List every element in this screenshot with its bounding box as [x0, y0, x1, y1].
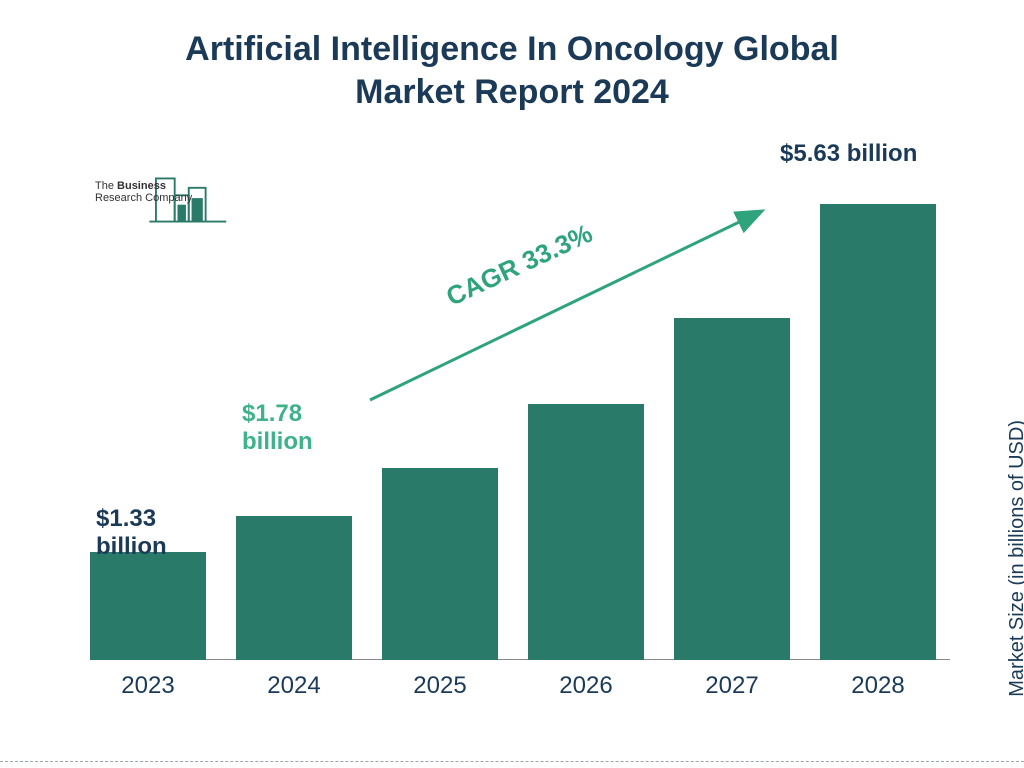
- bar-data-label: $5.63 billion: [780, 140, 917, 168]
- x-axis-label: 2023: [121, 672, 174, 700]
- x-axis-label: 2026: [559, 672, 612, 700]
- bar-data-label: $1.78billion: [242, 400, 313, 455]
- bar: [528, 404, 644, 660]
- title-line-1: Artificial Intelligence In Oncology Glob…: [185, 30, 839, 68]
- bar: [90, 552, 206, 660]
- bar-data-label: $1.33billion: [96, 505, 167, 560]
- x-axis-label: 2024: [267, 672, 320, 700]
- title-line-2: Market Report 2024: [355, 73, 669, 111]
- bar: [820, 204, 936, 660]
- bottom-divider: [0, 761, 1024, 762]
- bar: [382, 468, 498, 660]
- chart-title: Artificial Intelligence In Oncology Glob…: [0, 28, 1024, 113]
- x-axis-label: 2027: [705, 672, 758, 700]
- bar: [674, 318, 790, 660]
- y-axis-label: Market Size (in billions of USD): [1006, 420, 1024, 697]
- x-axis-label: 2028: [851, 672, 904, 700]
- bar: [236, 516, 352, 660]
- x-axis-label: 2025: [413, 672, 466, 700]
